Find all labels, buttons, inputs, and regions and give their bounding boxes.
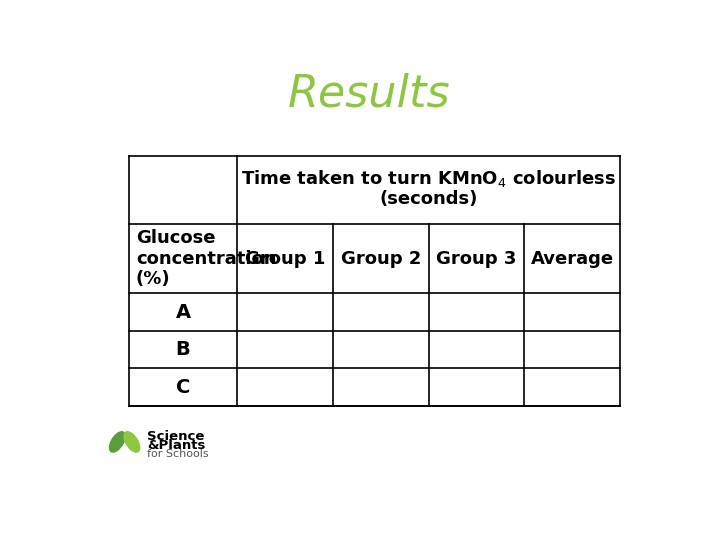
Text: Time taken to turn KMnO$_4$ colourless: Time taken to turn KMnO$_4$ colourless	[241, 168, 616, 189]
Text: (seconds): (seconds)	[379, 190, 478, 208]
Text: for Schools: for Schools	[148, 449, 209, 460]
Text: B: B	[176, 340, 191, 359]
Text: Group 1: Group 1	[245, 249, 325, 267]
Text: &Plants: &Plants	[148, 439, 206, 452]
Text: C: C	[176, 377, 190, 396]
Ellipse shape	[109, 432, 125, 452]
Text: Results: Results	[288, 72, 450, 116]
Ellipse shape	[124, 432, 140, 452]
Text: Average: Average	[531, 249, 613, 267]
Text: Science: Science	[148, 430, 205, 443]
Text: Group 2: Group 2	[341, 249, 421, 267]
Text: Glucose
concentration
(%): Glucose concentration (%)	[136, 229, 276, 288]
Text: A: A	[176, 303, 191, 322]
Text: Group 3: Group 3	[436, 249, 517, 267]
